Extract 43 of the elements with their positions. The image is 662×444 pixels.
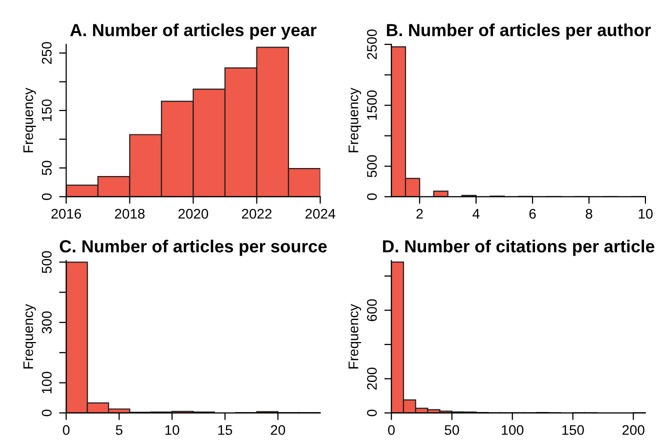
- x-tick-label: 10: [165, 425, 180, 435]
- y-axis-title: Frequency: [348, 304, 362, 368]
- chart-title: D. Number of citations per article: [383, 240, 654, 256]
- x-tick-label: 6: [529, 208, 536, 219]
- x-tick-label: 5: [116, 425, 122, 435]
- y-axis-title: Frequency: [23, 304, 36, 368]
- y-tick-label: 150: [42, 99, 52, 122]
- x-tick-label: 4: [472, 208, 480, 219]
- x-tick-label: 2024: [306, 208, 336, 219]
- x-tick-label: 100: [502, 425, 524, 435]
- chart-title: C. Number of articles per source: [60, 240, 327, 256]
- y-tick-label: 500: [42, 251, 52, 274]
- x-tick-label: 2020: [178, 208, 208, 219]
- chart-title: A. Number of articles per year: [70, 23, 316, 40]
- x-tick-label: 50: [444, 425, 460, 435]
- x-tick-label: 15: [218, 425, 232, 435]
- x-tick-label: 150: [562, 425, 584, 435]
- y-tick-label: 600: [367, 299, 377, 322]
- x-tick-label: 2022: [242, 208, 272, 219]
- y-tick-label: 50: [42, 160, 52, 176]
- y-tick-label: 500: [367, 155, 377, 178]
- chart-title: B. Number of articles per author: [386, 23, 651, 40]
- y-axis-title: Frequency: [348, 88, 362, 152]
- y-tick-label: 100: [42, 372, 52, 394]
- x-tick-label: 200: [622, 425, 644, 435]
- x-tick-label: 10: [638, 208, 653, 219]
- x-tick-label: 8: [586, 208, 592, 219]
- x-tick-label: 0: [388, 425, 395, 435]
- y-tick-label: 0: [367, 193, 377, 200]
- y-tick-label: 0: [367, 410, 377, 416]
- x-tick-label: 2018: [114, 208, 145, 219]
- y-tick-label: 300: [42, 311, 52, 334]
- y-tick-label: 0: [42, 193, 52, 200]
- y-tick-label: 250: [42, 42, 52, 64]
- y-tick-label: 2500: [367, 29, 377, 60]
- x-tick-label: 0: [62, 425, 70, 435]
- x-tick-label: 20: [270, 425, 286, 435]
- y-tick-label: 0: [42, 410, 52, 416]
- x-tick-label: 2016: [51, 208, 82, 219]
- x-tick-label: 2: [416, 208, 423, 219]
- y-tick-label: 1500: [367, 90, 377, 120]
- y-axis-title: Frequency: [23, 88, 36, 152]
- y-tick-label: 200: [367, 368, 377, 390]
